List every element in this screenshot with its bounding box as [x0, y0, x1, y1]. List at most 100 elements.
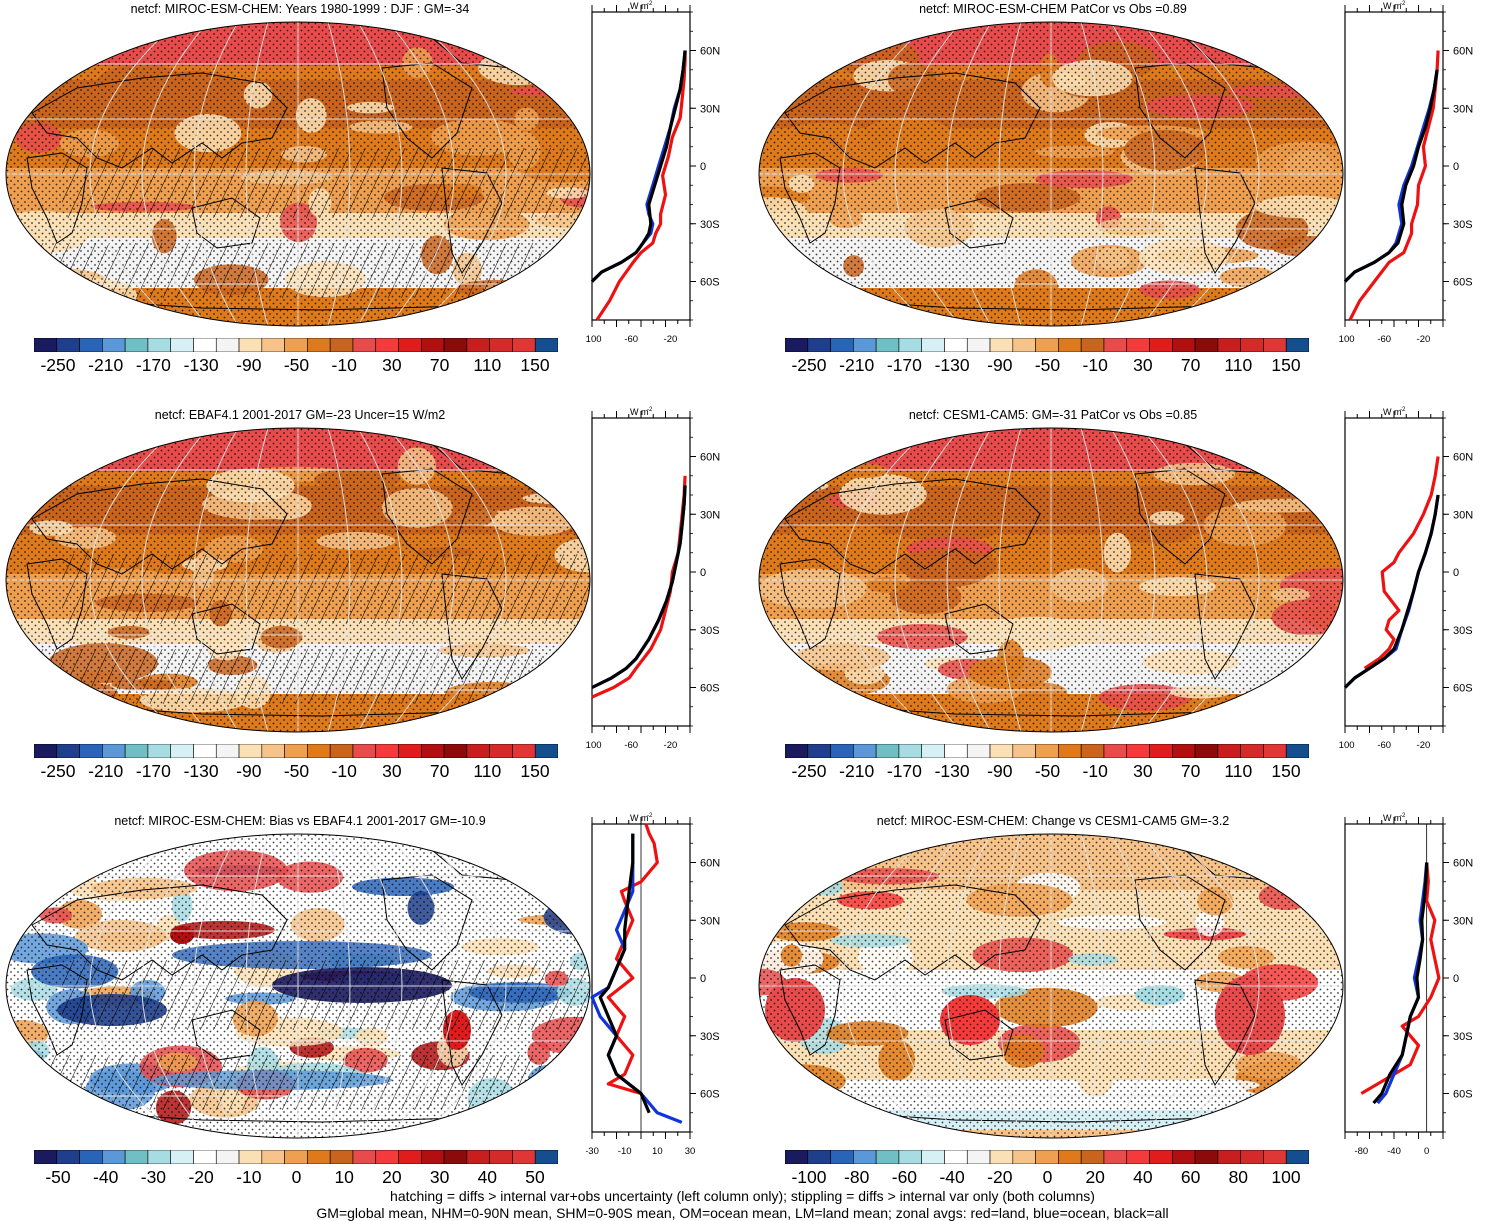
- colorbar-swatch: [1080, 1150, 1105, 1164]
- colorbar-swatch: [1172, 744, 1196, 758]
- colorbar-swatch: [284, 338, 308, 352]
- colorbar-swatch: [79, 338, 103, 352]
- colorbar-labels: -250 -210 -170 -130 -90 -50 -10 30 70 110 150: [785, 355, 1309, 377]
- colorbar-swatch: [898, 744, 922, 758]
- coastline: [381, 468, 473, 565]
- colorbar-swatch: [1263, 1150, 1287, 1164]
- colorbar-tick-label: -20: [188, 1167, 214, 1187]
- graticule-meridian: [387, 834, 455, 1138]
- colorbar: [785, 744, 1309, 758]
- colorbar-tick-label: 20: [1085, 1167, 1105, 1187]
- colorbar-swatch: [989, 744, 1014, 758]
- colorbar-swatch: [56, 1150, 80, 1164]
- graticule-meridian: [842, 428, 932, 732]
- colorbar-swatch: [238, 338, 263, 352]
- colorbar-swatch: [307, 1150, 331, 1164]
- coastline: [26, 152, 88, 244]
- lat-tick-label: 60N: [700, 452, 720, 464]
- colorbar-tick-label: 150: [520, 355, 550, 375]
- zonal-plot: W m-2 60N 30N 0 30S 60S -80 -40 0: [1344, 813, 1473, 1157]
- footer-note-1: hatching = diffs > internal var+obs unce…: [390, 1188, 1095, 1204]
- coastline: [944, 197, 1014, 249]
- colorbar-swatch: [1103, 1150, 1128, 1164]
- colorbar-tick-label: -10: [236, 1167, 262, 1187]
- panel-title: netcf: CESM1-CAM5: GM=-31 PatCor vs Obs …: [908, 408, 1198, 422]
- map-field-patch: [759, 1086, 811, 1107]
- colorbar-swatch: [1058, 338, 1082, 352]
- panel-title: netcf: EBAF4.1 2001-2017 GM=-23 Uncer=15…: [154, 408, 446, 422]
- colorbar-tick-label: -250: [40, 355, 76, 375]
- colorbar-swatch: [147, 1150, 171, 1164]
- coastline: [944, 1009, 1014, 1061]
- coastline: [31, 72, 288, 169]
- colorbar-swatch: [147, 744, 171, 758]
- graticule-meridian: [894, 22, 962, 326]
- lat-tick-label: 30N: [1453, 103, 1473, 115]
- colorbar-tick-label: 40: [477, 1167, 498, 1187]
- colorbar-swatch: [329, 744, 354, 758]
- lat-tick-label: 60N: [1453, 452, 1473, 464]
- zonal-plot: W m-2 60N 30N 0 30S 60S -100 -60 -20: [1339, 407, 1473, 751]
- colorbar-swatch: [215, 1150, 240, 1164]
- colorbar-tick-label: -250: [40, 761, 76, 781]
- series-line-land: [595, 50, 687, 321]
- colorbar-swatch: [352, 744, 377, 758]
- colorbar-swatch: [1126, 744, 1150, 758]
- colorbar-swatch: [1035, 744, 1059, 758]
- unit-label: W m: [1383, 813, 1402, 823]
- graticule-meridian: [417, 428, 507, 732]
- unit-label: W m: [1383, 407, 1402, 417]
- colorbar-swatch: [466, 744, 490, 758]
- colorbar-swatch: [1126, 1150, 1150, 1164]
- graticule-meridian: [946, 834, 992, 1138]
- colorbar-tick-label: 30: [382, 761, 402, 781]
- coastline: [31, 884, 288, 981]
- colorbar-swatch: [375, 744, 399, 758]
- colorbar-swatch: [807, 1150, 831, 1164]
- unit-superscript: -2: [1400, 813, 1406, 819]
- coastline: [381, 62, 473, 159]
- lat-tick-label: 60S: [1453, 277, 1473, 289]
- map-border: [758, 21, 1344, 327]
- graticule-meridian: [193, 428, 239, 732]
- graticule-meridian: [1140, 428, 1208, 732]
- colorbar-tick-label: 150: [1271, 355, 1301, 375]
- colorbar-swatch: [1240, 744, 1264, 758]
- series-line-all: [1343, 494, 1440, 689]
- colorbar-swatch: [944, 744, 968, 758]
- colorbar-swatch: [375, 338, 399, 352]
- colorbar-swatch: [1126, 338, 1150, 352]
- colorbar-tick-label: 30: [1133, 355, 1153, 375]
- series-line-ocean: [1376, 862, 1429, 1105]
- map-field-patch: [544, 465, 587, 476]
- colorbar-swatch: [102, 1150, 126, 1164]
- colorbar-tick-label: -210: [839, 355, 875, 375]
- graticule-meridian: [89, 22, 179, 326]
- colorbar-tick-label: -130: [183, 355, 219, 375]
- colorbar-tick-label: -40: [93, 1167, 119, 1187]
- colorbar-swatch: [1194, 1150, 1219, 1164]
- colorbar-swatch: [1194, 338, 1219, 352]
- panel-title: netcf: MIROC-ESM-CHEM: Bias vs EBAF4.1 2…: [114, 814, 486, 828]
- series-line-land: [1348, 50, 1440, 321]
- colorbar-swatch: [443, 338, 468, 352]
- colorbar-swatch: [307, 338, 331, 352]
- colorbar-swatch: [1217, 1150, 1241, 1164]
- colorbar-swatch: [34, 1150, 58, 1164]
- colorbar-tick-label: 60: [1180, 1167, 1201, 1187]
- unit-superscript: -2: [1400, 1, 1406, 7]
- graticule-meridian: [245, 834, 269, 1138]
- x-tick-label: -20: [1417, 334, 1431, 345]
- colorbar-swatch: [944, 338, 968, 352]
- colorbar-tick-label: -10: [1082, 761, 1108, 781]
- colorbar-tick-label: -130: [934, 761, 970, 781]
- colorbar-tick-label: 110: [473, 355, 502, 375]
- x-tick-label: -20: [664, 740, 678, 751]
- lat-tick-label: 0: [700, 567, 706, 579]
- map-field-patch: [1261, 1091, 1301, 1119]
- footer-note-2: GM=global mean, NHM=0-90N mean, SHM=0-90…: [316, 1205, 1169, 1221]
- zonal-plot: W m-2 60N 30N 0 30S 60S -30 -10 10 30: [586, 813, 720, 1157]
- colorbar-swatch: [1012, 1150, 1036, 1164]
- colorbar-swatch: [329, 338, 354, 352]
- unit-label: W m: [630, 813, 649, 823]
